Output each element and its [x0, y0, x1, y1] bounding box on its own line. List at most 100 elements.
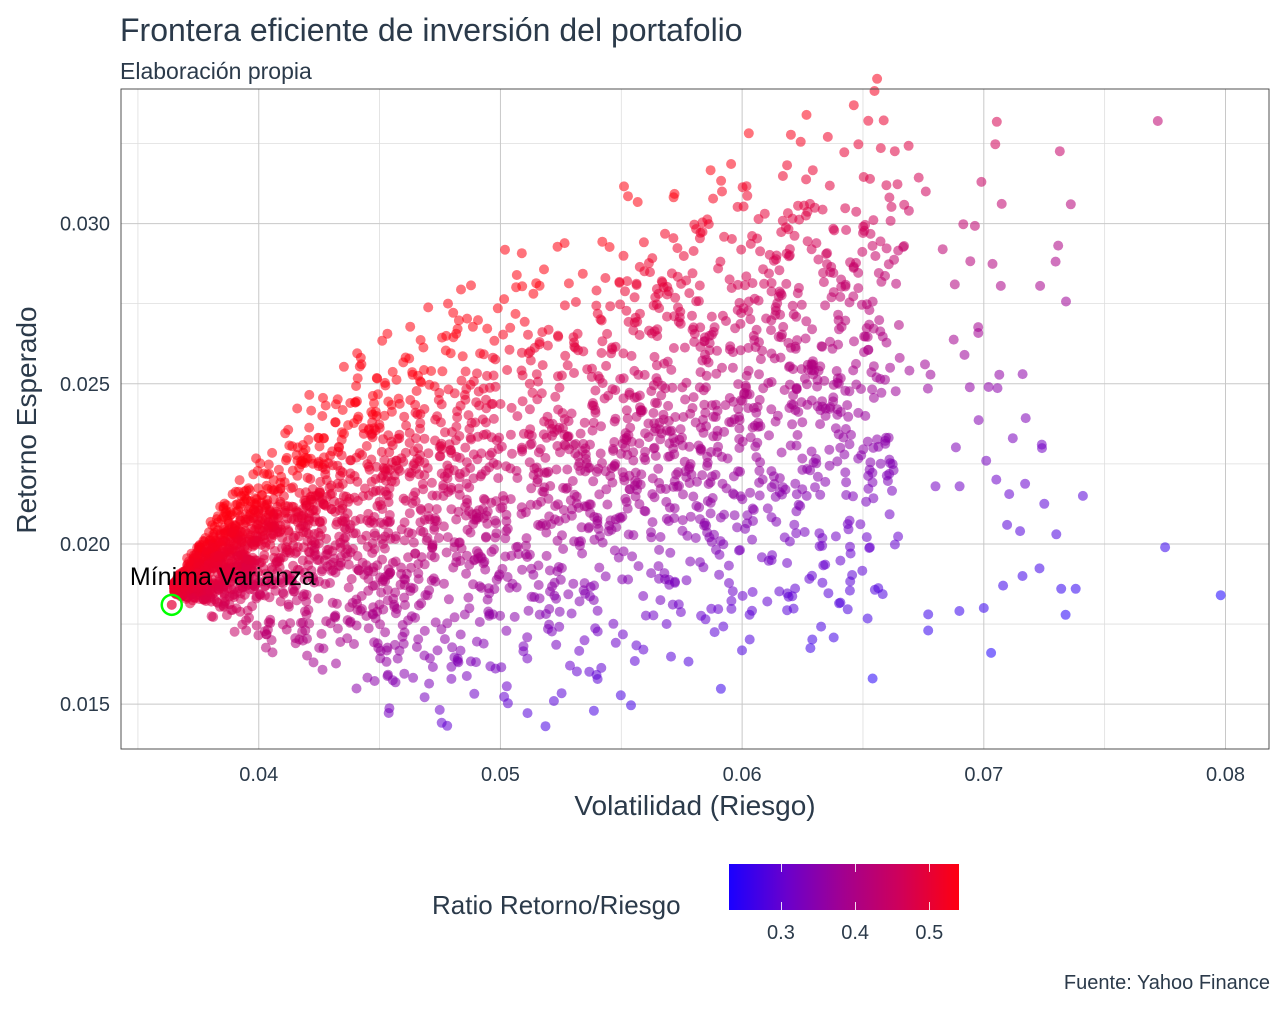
portfolio-point [668, 233, 679, 244]
portfolio-point [867, 384, 878, 395]
portfolio-point [684, 288, 695, 299]
portfolio-point [488, 413, 499, 424]
portfolio-point [533, 560, 544, 571]
portfolio-point [565, 660, 575, 671]
portfolio-point [296, 459, 307, 470]
portfolio-point [422, 463, 433, 474]
portfolio-point [251, 591, 262, 602]
portfolio-point [206, 611, 217, 622]
portfolio-point [332, 623, 343, 634]
portfolio-point [726, 603, 737, 614]
portfolio-point [448, 307, 459, 318]
portfolio-point [881, 243, 892, 254]
portfolio-point [386, 436, 397, 447]
portfolio-point [428, 573, 439, 584]
portfolio-point [554, 621, 565, 632]
portfolio-point [524, 378, 535, 389]
portfolio-point [408, 672, 419, 683]
portfolio-point [590, 385, 601, 396]
portfolio-point [677, 515, 688, 526]
portfolio-point [480, 495, 490, 505]
portfolio-point [727, 362, 738, 373]
portfolio-point [1020, 478, 1031, 489]
portfolio-point [326, 480, 337, 491]
portfolio-point [969, 220, 980, 231]
portfolio-point [554, 382, 565, 393]
portfolio-point [821, 249, 832, 259]
portfolio-point [766, 286, 777, 297]
portfolio-point [551, 639, 562, 650]
portfolio-point [702, 460, 713, 471]
portfolio-point [283, 424, 294, 435]
portfolio-point [842, 400, 853, 411]
portfolio-point [419, 625, 430, 636]
portfolio-point [799, 527, 810, 537]
portfolio-point [743, 342, 754, 353]
portfolio-point [790, 583, 801, 594]
portfolio-point [747, 231, 758, 241]
portfolio-point [555, 574, 566, 585]
portfolio-point [787, 419, 798, 430]
portfolio-point [840, 315, 851, 326]
portfolio-point [287, 465, 298, 476]
portfolio-point [819, 375, 830, 386]
portfolio-point [460, 501, 471, 512]
portfolio-point [792, 288, 803, 299]
portfolio-point [427, 662, 438, 672]
portfolio-point [482, 594, 493, 605]
portfolio-point [840, 467, 851, 478]
portfolio-point [662, 311, 672, 322]
portfolio-point [788, 309, 799, 320]
portfolio-point [691, 296, 702, 307]
portfolio-point [386, 406, 397, 417]
portfolio-point [518, 641, 529, 652]
portfolio-point [441, 547, 452, 558]
portfolio-point [440, 427, 450, 438]
portfolio-point [262, 520, 273, 531]
portfolio-point [225, 536, 236, 547]
portfolio-point [248, 469, 259, 480]
portfolio-point [408, 537, 419, 548]
portfolio-point [549, 427, 560, 438]
portfolio-point [334, 482, 345, 493]
portfolio-point [505, 494, 516, 505]
portfolio-point [481, 429, 492, 440]
portfolio-point [325, 559, 336, 570]
portfolio-point [678, 251, 689, 261]
portfolio-point [490, 515, 501, 526]
portfolio-point [601, 360, 612, 371]
portfolio-point [866, 367, 877, 378]
portfolio-point [651, 284, 662, 294]
min-variance-point [166, 599, 177, 610]
portfolio-point [486, 447, 497, 458]
portfolio-point [576, 522, 587, 533]
portfolio-point [536, 388, 547, 399]
portfolio-point [754, 490, 765, 501]
portfolio-point [789, 519, 800, 530]
portfolio-point [304, 618, 315, 629]
portfolio-point [304, 389, 315, 400]
portfolio-point [652, 376, 663, 387]
portfolio-point [511, 270, 522, 280]
portfolio-point [520, 549, 531, 560]
portfolio-point [303, 528, 314, 539]
portfolio-point [747, 422, 758, 433]
portfolio-point [920, 359, 930, 370]
portfolio-point [317, 664, 328, 675]
portfolio-point [258, 554, 269, 565]
portfolio-point [518, 428, 529, 439]
portfolio-point [795, 136, 806, 147]
portfolio-point [699, 399, 710, 410]
portfolio-point [726, 234, 737, 244]
portfolio-point [415, 335, 426, 345]
portfolio-point [423, 503, 434, 513]
portfolio-point [635, 308, 645, 319]
portfolio-point [863, 344, 874, 355]
portfolio-point [573, 461, 584, 472]
portfolio-point [334, 531, 345, 542]
portfolio-point [584, 499, 595, 510]
portfolio-point [540, 452, 551, 463]
portfolio-point [460, 467, 471, 477]
portfolio-point [415, 517, 426, 528]
portfolio-point [480, 532, 491, 543]
